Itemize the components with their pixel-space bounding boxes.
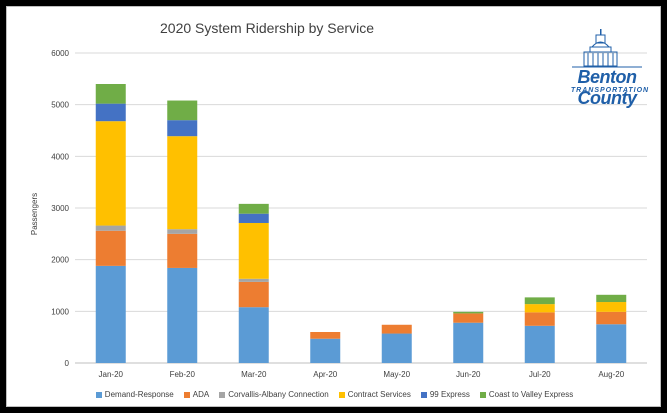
- bar-segment: [381, 324, 412, 334]
- x-tick-label: Feb-20: [170, 370, 196, 379]
- legend-swatch: [338, 391, 345, 398]
- legend-swatch: [420, 391, 427, 398]
- logo-name: Benton County: [577, 67, 638, 108]
- bar-segment: [167, 229, 198, 234]
- bar-segment: [167, 233, 198, 268]
- legend-item: Demand-Response: [95, 390, 174, 399]
- legend-label: 99 Express: [429, 390, 470, 399]
- legend-label: Coast to Valley Express: [488, 390, 574, 399]
- bar-segment: [95, 225, 126, 231]
- bar-segment: [524, 312, 555, 326]
- legend: Demand-Response ADA Corvallis-Albany Conne…: [7, 390, 662, 399]
- x-tick-label: Apr-20: [313, 370, 338, 379]
- bar-segment: [95, 265, 126, 363]
- legend-label: Demand-Response: [104, 390, 174, 399]
- bar-segment: [596, 324, 627, 363]
- x-tick-label: May-20: [383, 370, 410, 379]
- legend-swatch: [219, 391, 226, 398]
- x-tick-labels: Jan-20 Feb-20 Mar-20 Apr-20 May-20 Jun-20 Jul-…: [99, 370, 625, 379]
- bar-segment: [238, 222, 269, 279]
- y-tick-label: 3000: [51, 204, 69, 213]
- bar-segment: [310, 338, 341, 363]
- bar-segment: [524, 297, 555, 305]
- bar-segment: [381, 333, 412, 363]
- bar-segment: [167, 120, 198, 137]
- bar-segment: [167, 136, 198, 230]
- y-tick-label: 0: [65, 359, 70, 368]
- legend-item: Coast to Valley Express: [479, 390, 574, 399]
- bar-segment: [524, 304, 555, 313]
- legend-swatch: [479, 391, 486, 398]
- bar-segment: [596, 311, 627, 325]
- legend-item: ADA: [183, 390, 210, 399]
- bar-segment: [310, 332, 341, 339]
- legend-swatch: [183, 391, 190, 398]
- bar-segment: [596, 302, 627, 312]
- chart-frame: 2020 System Ridership by Service 0 1000 20…: [6, 6, 661, 407]
- y-tick-label: 6000: [51, 49, 69, 58]
- y-tick-label: 2000: [51, 256, 69, 265]
- x-tick-label: Jan-20: [99, 370, 124, 379]
- legend-item: Contract Services: [338, 390, 411, 399]
- logo-subtitle: TRANSPORTATION: [570, 87, 650, 94]
- bar-segment: [238, 203, 269, 214]
- y-axis-label: Passengers: [30, 193, 39, 235]
- x-tick-label: Aug-20: [598, 370, 624, 379]
- benton-county-logo: Benton County TRANSPORTATION: [552, 29, 662, 108]
- y-tick-labels: 0 1000 2000 3000 4000 5000 6000: [51, 49, 69, 368]
- bar-segment: [95, 121, 126, 226]
- y-tick-label: 1000: [51, 307, 69, 316]
- legend-item: Corvallis-Albany Connection: [219, 390, 329, 399]
- bar-segment: [95, 230, 126, 266]
- y-tick-label: 4000: [51, 152, 69, 161]
- bar-stacks: [95, 84, 627, 363]
- bar-segment: [453, 322, 484, 363]
- bar-chart: 0 1000 2000 3000 4000 5000 6000 Jan-20 Feb-20 Ma…: [30, 49, 647, 379]
- bar-segment: [238, 213, 269, 223]
- legend-swatch: [95, 391, 102, 398]
- legend-item: 99 Express: [420, 390, 470, 399]
- x-tick-label: Jul-20: [529, 370, 551, 379]
- bar-segment: [238, 281, 269, 308]
- bar-segment: [453, 311, 484, 314]
- bar-segment: [95, 103, 126, 122]
- y-tick-label: 5000: [51, 101, 69, 110]
- x-tick-label: Jun-20: [456, 370, 481, 379]
- bar-segment: [167, 100, 198, 121]
- bar-segment: [238, 278, 269, 282]
- x-tick-label: Mar-20: [241, 370, 267, 379]
- legend-label: Contract Services: [347, 390, 411, 399]
- bar-segment: [596, 294, 627, 303]
- bar-segment: [238, 307, 269, 363]
- legend-label: ADA: [192, 390, 210, 399]
- bar-segment: [524, 325, 555, 363]
- legend-label: Corvallis-Albany Connection: [228, 390, 329, 399]
- courthouse-icon: [572, 29, 642, 68]
- bar-segment: [95, 84, 126, 104]
- bar-segment: [167, 267, 198, 363]
- chart-title: 2020 System Ridership by Service: [160, 20, 374, 36]
- bar-segment: [453, 313, 484, 323]
